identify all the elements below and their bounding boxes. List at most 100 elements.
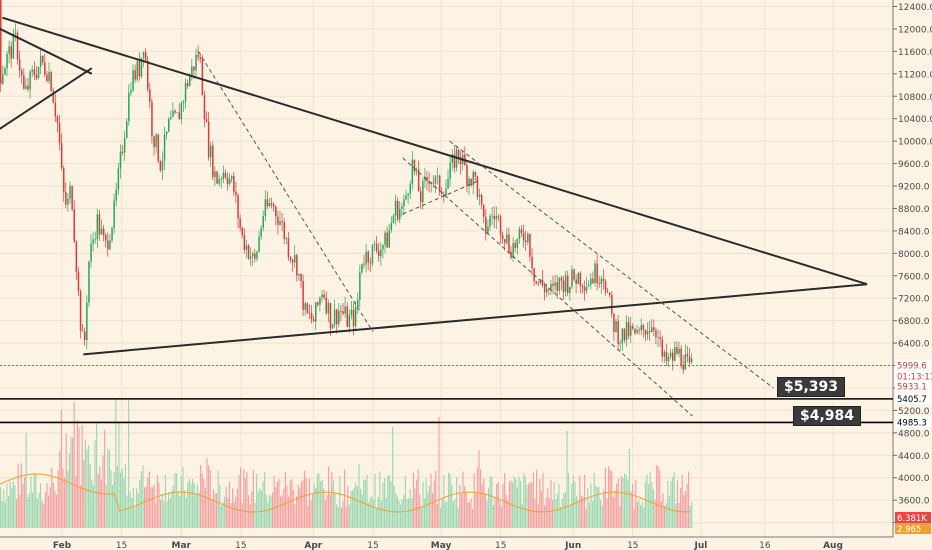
- candle-body: [407, 193, 409, 196]
- candle-body: [300, 273, 302, 282]
- volume-bar: [432, 492, 434, 528]
- volume-bar: [164, 475, 166, 528]
- volume-bar: [540, 491, 542, 528]
- candle-body: [102, 228, 105, 235]
- candle-body: [96, 214, 99, 240]
- candle-body: [37, 66, 40, 78]
- volume-bar: [520, 481, 522, 528]
- volume-bar: [491, 476, 493, 528]
- candle-body: [451, 154, 453, 163]
- volume-bar: [244, 478, 246, 528]
- trendline[interactable]: [2, 16, 868, 286]
- volume-label: 6.381K: [897, 514, 927, 524]
- volume-bar: [678, 502, 680, 528]
- trendline[interactable]: [0, 67, 93, 175]
- volume-bar: [332, 480, 334, 528]
- candle-body: [504, 239, 506, 243]
- volume-bar: [508, 481, 510, 528]
- volume-bar: [147, 477, 149, 528]
- volume-bar: [131, 497, 133, 528]
- candle-body: [241, 227, 243, 235]
- candle-body: [495, 215, 498, 220]
- volume-bar: [656, 465, 658, 528]
- volume-bar: [180, 476, 182, 528]
- volume-bar: [294, 504, 296, 528]
- volume-bar: [550, 479, 552, 528]
- time-tick-label: 15: [235, 541, 246, 550]
- volume-bar: [158, 482, 160, 528]
- volume-bar: [454, 499, 456, 528]
- candle-body: [678, 348, 680, 354]
- plot-background: [0, 0, 893, 550]
- candle-body: [684, 354, 687, 370]
- volume-bar: [190, 483, 192, 528]
- candle-body: [247, 245, 250, 259]
- candle-body: [159, 161, 162, 171]
- volume-bar: [273, 475, 275, 528]
- volume-bar: [83, 460, 85, 528]
- volume-bar: [292, 489, 294, 528]
- candle-body: [386, 232, 388, 248]
- candle-body: [153, 136, 155, 148]
- volume-bar: [377, 496, 379, 528]
- volume-bar: [342, 500, 344, 528]
- channel-line-dashed[interactable]: [449, 140, 774, 389]
- volume-bar: [427, 492, 429, 528]
- volume-bar: [219, 484, 221, 528]
- candle-body: [100, 228, 103, 235]
- candle-body: [638, 330, 640, 331]
- volume-bar: [121, 468, 123, 528]
- volume-bar: [320, 481, 322, 528]
- candle-body: [648, 331, 651, 333]
- candle-body: [617, 321, 619, 344]
- volume-bar: [168, 492, 170, 528]
- candle-body: [8, 46, 10, 54]
- candle-body: [224, 172, 227, 178]
- volume-bar: [177, 491, 179, 528]
- volume-bar: [100, 479, 102, 528]
- candle-body: [350, 309, 353, 316]
- candle-body: [594, 263, 596, 283]
- candle-body: [569, 286, 571, 294]
- candle-body: [220, 179, 222, 180]
- trendline[interactable]: [0, 1, 93, 75]
- volume-bar: [3, 488, 5, 528]
- trendline[interactable]: [83, 283, 868, 356]
- candle-body: [176, 112, 178, 114]
- candle-body: [344, 306, 346, 314]
- channel-line-dashed[interactable]: [197, 51, 374, 333]
- candle-body: [665, 351, 668, 362]
- volume-bar: [166, 501, 168, 528]
- candle-body: [514, 243, 516, 248]
- volume-bar: [291, 479, 293, 528]
- candle-body: [84, 331, 86, 341]
- candle-body: [340, 310, 342, 312]
- volume-bar: [230, 503, 232, 528]
- candle-body: [126, 121, 128, 139]
- candle-body: [367, 251, 369, 263]
- volume-bar: [537, 504, 539, 528]
- volume-bar: [201, 473, 203, 528]
- volume-label-box: [895, 512, 931, 523]
- volume-bar: [636, 501, 638, 528]
- candle-body: [329, 303, 332, 329]
- volume-bar: [595, 485, 597, 528]
- candle-body: [239, 218, 241, 228]
- volume-bar: [208, 465, 210, 528]
- last-price-label: 5999.6: [897, 362, 927, 372]
- volume-bar: [153, 484, 155, 528]
- channel-line-dashed[interactable]: [402, 157, 693, 417]
- candle-body: [321, 294, 323, 298]
- volume-bar: [617, 478, 619, 528]
- volume-bar: [513, 476, 515, 528]
- candle-body: [184, 83, 187, 102]
- candle-body: [50, 72, 52, 91]
- candle-body: [235, 191, 237, 196]
- volume-bar: [172, 485, 174, 528]
- price-tick-label: 8000.0: [898, 250, 930, 260]
- candle-body: [216, 171, 218, 184]
- volume-bar: [644, 481, 646, 528]
- volume-bar: [691, 502, 693, 528]
